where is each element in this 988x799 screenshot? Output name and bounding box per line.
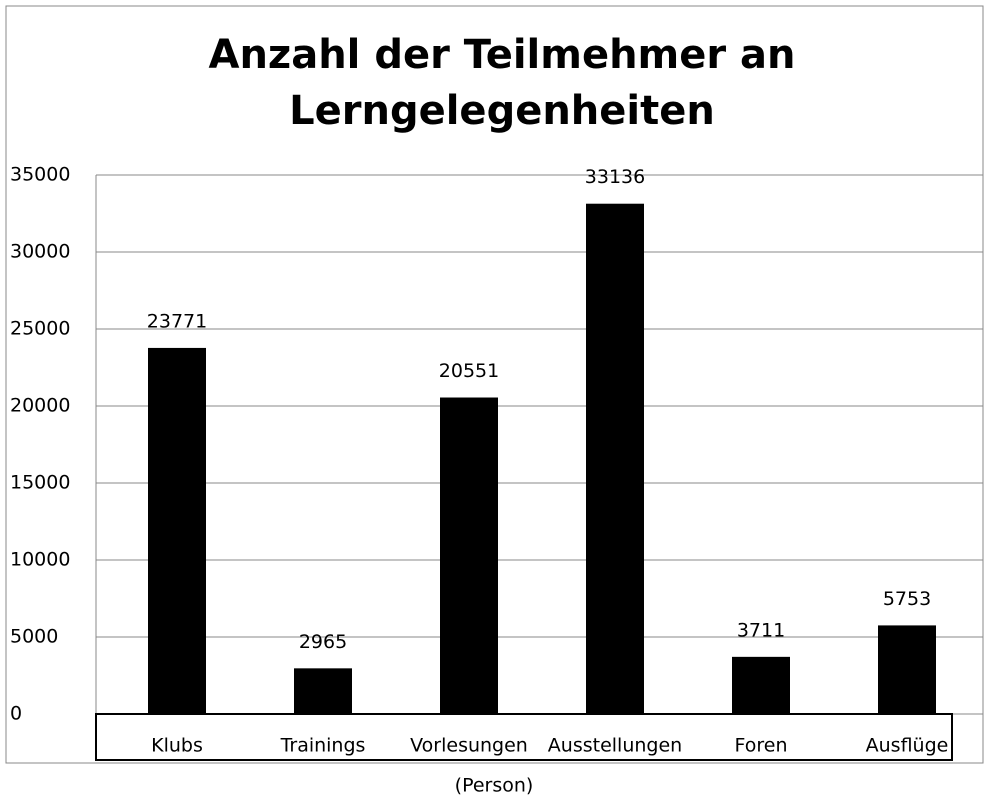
value-label: 5753 <box>883 588 931 610</box>
chart-title: Anzahl der Teilmehmer an <box>209 32 796 78</box>
bar <box>586 203 644 714</box>
value-label: 20551 <box>439 360 499 382</box>
category-labels: Klubs Trainings Vorlesungen Ausstellungen Fo… <box>151 735 948 757</box>
value-label: 23771 <box>147 310 207 332</box>
value-label: 2965 <box>299 631 347 653</box>
x-tick-label: Klubs <box>151 735 203 757</box>
bar <box>732 656 790 714</box>
bar <box>148 347 206 714</box>
y-tick-label: 35000 <box>10 164 70 186</box>
y-tick-label: 30000 <box>10 241 70 263</box>
category-box <box>95 713 953 761</box>
value-label: 33136 <box>585 166 645 188</box>
bar <box>440 397 498 714</box>
y-tick-label: 0 <box>10 703 22 725</box>
y-tick-label: 10000 <box>10 549 70 571</box>
y-tick-label: 15000 <box>10 472 70 494</box>
x-tick-label: Ausstellungen <box>548 735 682 757</box>
grid: 0 5000 10000 15000 20000 25000 30000 35000 <box>10 164 983 725</box>
y-tick-label: 5000 <box>10 626 58 648</box>
bars: 23771 2965 20551 33136 3711 5753 <box>147 166 936 714</box>
x-axis-label: (Person) <box>455 775 534 797</box>
x-tick-label: Vorlesungen <box>410 735 528 757</box>
value-label: 3711 <box>737 619 785 641</box>
y-tick-label: 25000 <box>10 318 70 340</box>
x-tick-label: Ausflüge <box>866 735 949 757</box>
chart-title: Lerngelegenheiten <box>289 88 715 134</box>
y-tick-label: 20000 <box>10 395 70 417</box>
x-tick-label: Foren <box>734 735 787 757</box>
bar <box>878 625 936 714</box>
bar <box>294 668 352 714</box>
x-tick-label: Trainings <box>280 735 366 757</box>
